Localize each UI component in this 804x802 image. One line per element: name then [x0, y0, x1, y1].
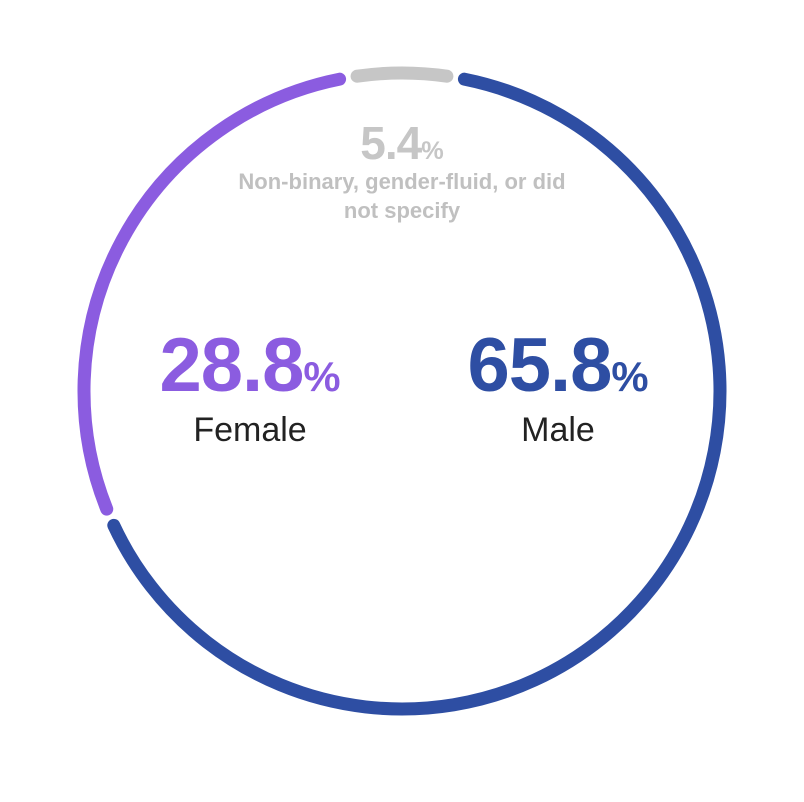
donut-segment — [77, 72, 347, 516]
category-label: Non-binary, gender-fluid, or did not spe… — [238, 169, 566, 223]
value-label: 28.8% — [159, 323, 341, 408]
value-label: 5.4% — [360, 117, 444, 169]
category-label: Female — [193, 410, 307, 449]
value-label: 65.8% — [467, 323, 649, 408]
category-label: Male — [521, 410, 595, 449]
donut-segment — [107, 72, 727, 716]
donut-segment — [350, 66, 454, 83]
